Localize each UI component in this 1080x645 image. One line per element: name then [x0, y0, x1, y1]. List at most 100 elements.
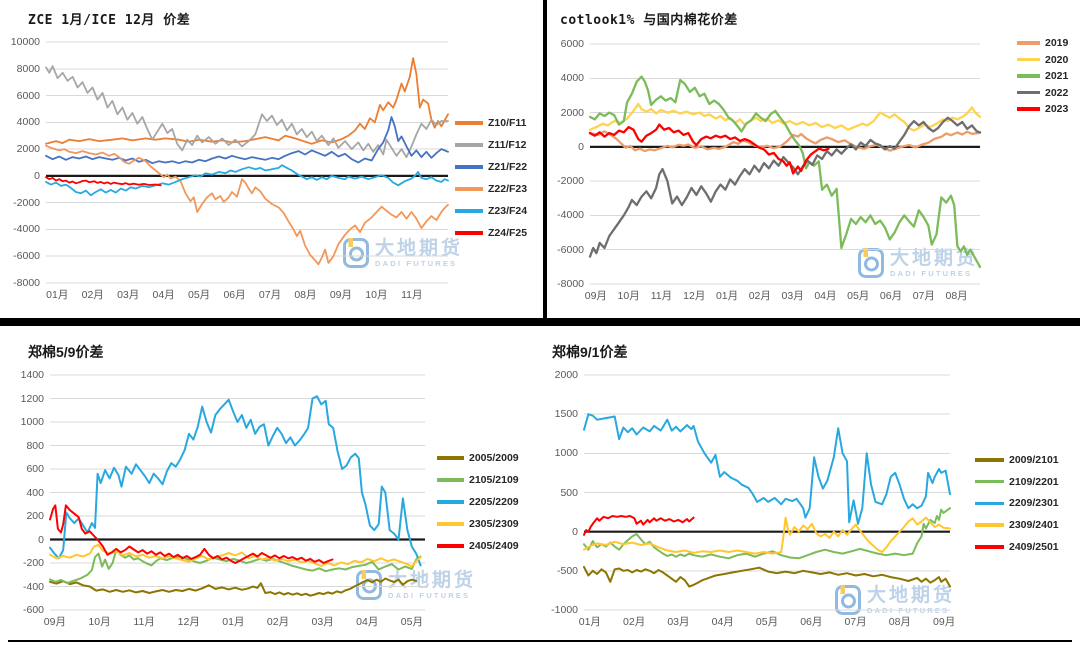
legend-label: Z23/F24	[488, 205, 528, 217]
y-axis-tick-label: -4000	[557, 209, 584, 222]
legend-item: Z22/F23	[455, 182, 527, 196]
y-axis-tick-label: 4000	[560, 72, 584, 85]
legend-item: 2109/2201	[975, 475, 1059, 489]
legend-label: 2005/2009	[469, 452, 519, 464]
series-line-Z11-F12	[45, 65, 449, 159]
x-axis-tick-label: 02月	[81, 289, 104, 301]
x-axis-tick-label: 11月	[650, 290, 673, 302]
legend-label: 2021	[1045, 70, 1069, 82]
x-axis-tick-label: 04月	[814, 290, 837, 302]
series-line-2020	[588, 102, 982, 132]
plot-area	[49, 374, 425, 611]
chart-title: ZCE 1月/ICE 12月 价差	[28, 13, 191, 28]
x-axis-tick-label: 09月	[933, 616, 956, 628]
legend-line-swatch	[1017, 57, 1040, 62]
y-axis-tick-label: 6000	[16, 89, 40, 102]
legend-item: 2019	[1017, 36, 1068, 50]
y-axis-tick-label: 1000	[20, 416, 44, 428]
y-axis-tick-label: -8000	[557, 278, 584, 290]
y-axis-tick-label: 10000	[10, 36, 40, 48]
legend-label: 2022	[1045, 86, 1069, 99]
series-line-Z24-F25	[45, 176, 162, 187]
y-axis-tick-label: 600	[26, 463, 44, 475]
y-axis-tick-label: -6000	[13, 250, 40, 263]
series-line-2205-2209	[49, 395, 422, 567]
legend-line-swatch	[455, 165, 483, 169]
x-axis-tick-label: 01月	[46, 289, 69, 301]
x-axis-tick-label: 08月	[945, 290, 968, 302]
y-axis-tick-label: 6000	[560, 38, 584, 50]
x-axis-tick-label: 02月	[266, 616, 290, 628]
series-line-Z23-F24	[45, 164, 449, 197]
series-line-Z10-F11	[45, 57, 449, 145]
y-axis-tick-label: -2000	[557, 175, 584, 188]
series-line-2021	[588, 75, 982, 269]
y-axis-tick-label: 0	[38, 533, 44, 546]
x-axis-tick-label: 08月	[888, 616, 911, 628]
y-axis-tick-label: 1400	[20, 369, 44, 381]
legend-label: 2020	[1045, 53, 1069, 66]
legend-line-swatch	[975, 523, 1004, 527]
legend-item: 2205/2209	[437, 495, 519, 509]
legend-line-swatch	[455, 187, 483, 191]
legend-line-swatch	[455, 209, 483, 213]
legend-item: 2021	[1017, 69, 1068, 83]
y-axis-tick-label: -600	[22, 604, 44, 616]
x-axis-tick-label: 04月	[356, 616, 379, 628]
x-axis-tick-label: 04月	[152, 289, 175, 301]
legend-label: 2209/2301	[1009, 497, 1059, 510]
legend-label: Z24/F25	[488, 227, 528, 239]
series-line-2309-2401	[583, 516, 951, 555]
y-axis-tick-label: 400	[26, 486, 44, 499]
legend-item: 2020	[1017, 53, 1068, 67]
legend-item: 2009/2101	[975, 453, 1059, 467]
series-line-2009-2101	[583, 565, 951, 588]
y-axis-tick-label: -400	[22, 580, 44, 593]
legend-line-swatch	[437, 500, 464, 504]
x-axis-tick-label: 09月	[43, 616, 66, 628]
legend-line-swatch	[1017, 107, 1040, 111]
y-axis-tick-label: -4000	[13, 223, 40, 236]
y-axis-tick-label: -6000	[557, 243, 584, 256]
legend-label: 2305/2309	[469, 518, 519, 530]
x-axis-tick-label: 01月	[578, 616, 601, 628]
y-axis-tick-label: -500	[556, 564, 578, 577]
legend-label: 2405/2409	[469, 540, 519, 552]
series-line-2022	[588, 116, 982, 258]
x-axis-tick-label: 03月	[311, 616, 334, 628]
y-axis-tick-label: -8000	[13, 277, 40, 289]
y-axis-tick-label: -2000	[13, 196, 40, 209]
legend-item: Z24/F25	[455, 226, 527, 240]
series-line-2405-2409	[49, 504, 334, 564]
series-line-Z21-F22	[45, 116, 449, 165]
y-axis-tick-label: 2000	[554, 369, 578, 381]
legend-line-swatch	[437, 544, 464, 548]
legend-line-swatch	[1017, 74, 1040, 78]
legend-item: 2005/2009	[437, 451, 519, 465]
chart-zce-ice-spread: ZCE 1月/ICE 12月 价差 10000 8000 6000 4000 2000 0…	[0, 0, 543, 318]
x-axis-tick-label: 03月	[667, 616, 690, 628]
legend-line-swatch	[975, 458, 1004, 462]
x-axis-tick-label: 03月	[781, 290, 804, 302]
legend-label: 2019	[1045, 37, 1069, 49]
x-axis-tick-label: 05月	[400, 616, 423, 628]
plot-area	[583, 374, 951, 611]
legend-item: 2305/2309	[437, 517, 519, 531]
legend-line-swatch	[455, 121, 483, 125]
y-axis-tick-label: 1500	[554, 408, 578, 421]
x-axis-tick-label: 07月	[258, 289, 282, 301]
y-axis-tick-label: 0	[572, 525, 578, 538]
legend-label: 2105/2109	[469, 474, 519, 486]
x-axis-tick-label: 12月	[683, 290, 706, 302]
x-axis-tick-label: 05月	[755, 616, 779, 628]
y-axis-tick-label: 8000	[16, 62, 40, 75]
y-axis-tick-label: -1000	[551, 604, 578, 616]
x-axis-tick-label: 04月	[711, 616, 734, 628]
x-axis-tick-label: 06月	[800, 616, 823, 628]
y-axis-tick-label: 800	[26, 439, 44, 452]
legend-item: Z10/F11	[455, 116, 527, 130]
series-line-2209-2301	[583, 413, 951, 525]
legend-line-swatch	[975, 501, 1004, 506]
legend-item: 2022	[1017, 86, 1068, 100]
legend-label: 2205/2209	[469, 496, 519, 508]
